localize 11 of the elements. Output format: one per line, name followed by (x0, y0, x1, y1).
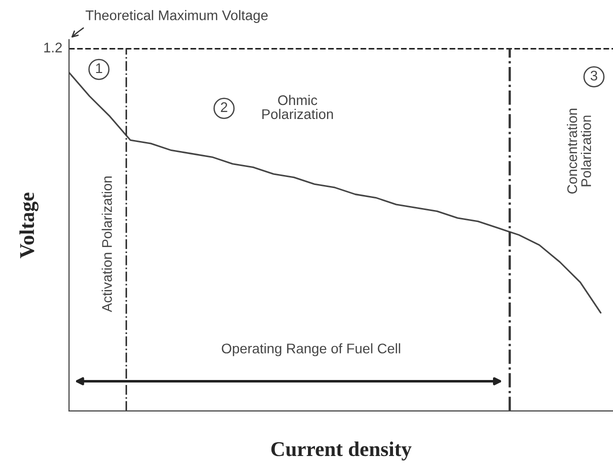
annotation: 2 (220, 102, 228, 112)
x-axis-title: Current density (271, 442, 412, 460)
annotation: 1 (96, 63, 102, 73)
annotation: Operating Range of Fuel Cell (222, 343, 400, 356)
annotation: 3 (590, 70, 598, 81)
annotation: Concentration Polarization (566, 108, 592, 194)
y-axis-title: Voltage (19, 192, 38, 258)
annotation: Activation Polarization (102, 176, 112, 312)
annotation: Ohmic Polarization (262, 94, 333, 120)
text: 1.2 (44, 42, 62, 52)
text: Theoretical Maximum Voltage (86, 10, 268, 23)
